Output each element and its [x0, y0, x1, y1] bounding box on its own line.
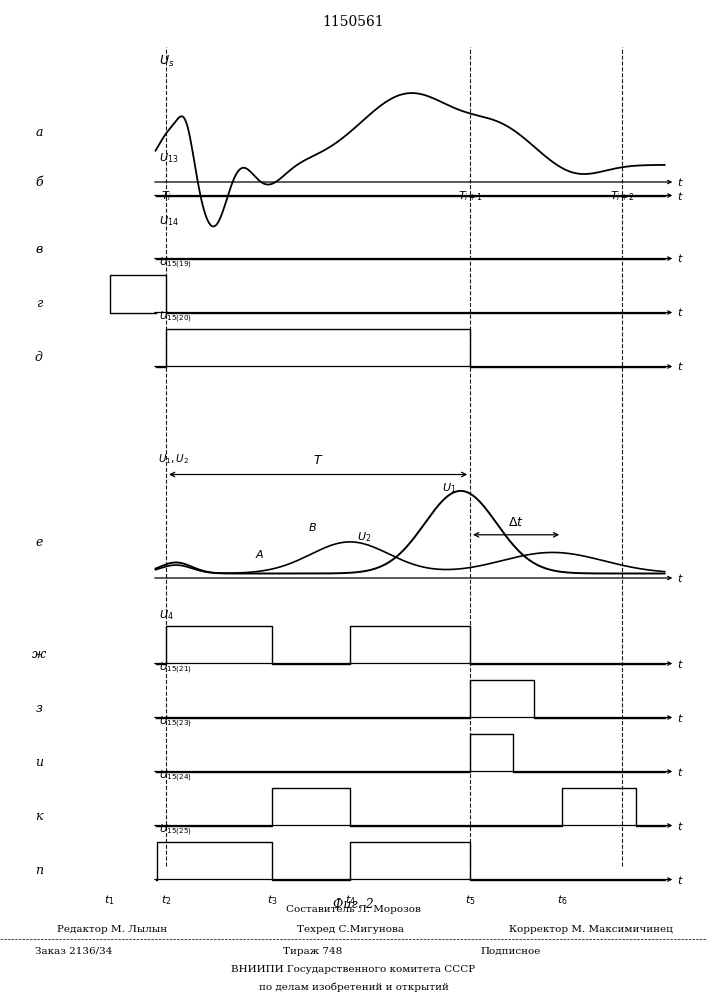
Text: $U_{15(23)}$: $U_{15(23)}$ — [159, 715, 192, 730]
Text: $U_4$: $U_4$ — [159, 608, 174, 622]
Text: $U_2$: $U_2$ — [357, 530, 371, 544]
Text: $U_{15(21)}$: $U_{15(21)}$ — [159, 661, 192, 676]
Text: $U_{15(19)}$: $U_{15(19)}$ — [159, 256, 192, 271]
Text: $U_{13}$: $U_{13}$ — [159, 151, 178, 165]
Text: $U_s$: $U_s$ — [159, 54, 175, 70]
Text: $U_1,U_2$: $U_1,U_2$ — [158, 452, 189, 466]
Text: $\Delta t$: $\Delta t$ — [508, 516, 524, 529]
Text: $U_{15(24)}$: $U_{15(24)}$ — [159, 769, 192, 784]
Text: $T_i$: $T_i$ — [160, 189, 172, 203]
Text: и: и — [35, 756, 43, 769]
Text: Заказ 2136/34: Заказ 2136/34 — [35, 947, 112, 956]
Text: $t_6$: $t_6$ — [556, 893, 568, 907]
Text: д: д — [35, 351, 43, 364]
Text: $t$: $t$ — [677, 658, 684, 670]
Text: $t$: $t$ — [677, 712, 684, 724]
Text: ж: ж — [32, 648, 46, 661]
Text: е: е — [35, 535, 42, 548]
Text: $A$: $A$ — [255, 548, 264, 560]
Text: 1150561: 1150561 — [322, 15, 385, 29]
Text: $t$: $t$ — [677, 572, 684, 584]
Text: $t_2$: $t_2$ — [161, 893, 171, 907]
Text: Фиг. 2: Фиг. 2 — [333, 898, 374, 911]
Text: а: а — [35, 126, 42, 139]
Text: $U_{15(20)}$: $U_{15(20)}$ — [159, 310, 192, 325]
Text: $t_4$: $t_4$ — [344, 893, 356, 907]
Text: $T$: $T$ — [313, 454, 323, 467]
Text: Тираж 748: Тираж 748 — [283, 947, 342, 956]
Text: $t_5$: $t_5$ — [464, 893, 476, 907]
Text: $U_1$: $U_1$ — [442, 482, 456, 495]
Text: з: з — [35, 702, 42, 715]
Text: $t$: $t$ — [677, 874, 684, 886]
Text: Техред С.Мигунова: Техред С.Мигунова — [297, 925, 404, 934]
Text: к: к — [35, 810, 42, 823]
Text: $t$: $t$ — [677, 820, 684, 832]
Text: $t$: $t$ — [677, 360, 684, 372]
Text: $t$: $t$ — [677, 252, 684, 264]
Text: $t$: $t$ — [677, 176, 684, 188]
Text: $U_{15(25)}$: $U_{15(25)}$ — [159, 823, 192, 838]
Text: $T_{i+1}$: $T_{i+1}$ — [457, 189, 483, 203]
Text: $B$: $B$ — [308, 521, 317, 533]
Text: Корректор М. Максимичинец: Корректор М. Максимичинец — [509, 925, 673, 934]
Text: $t$: $t$ — [677, 766, 684, 778]
Text: в: в — [35, 243, 42, 256]
Text: Подписное: Подписное — [481, 947, 541, 956]
Text: Составитель Л. Морозов: Составитель Л. Морозов — [286, 905, 421, 914]
Text: п: п — [35, 864, 43, 877]
Text: по делам изобретений и открытий: по делам изобретений и открытий — [259, 983, 448, 992]
Text: Редактор М. Лылын: Редактор М. Лылын — [57, 925, 167, 934]
Text: г: г — [35, 297, 42, 310]
Text: $t_3$: $t_3$ — [267, 893, 278, 907]
Text: $U_{14}$: $U_{14}$ — [159, 214, 179, 228]
Text: $t$: $t$ — [677, 190, 684, 202]
Text: б: б — [35, 176, 42, 188]
Text: $t_1$: $t_1$ — [105, 893, 115, 907]
Text: $t$: $t$ — [677, 306, 684, 318]
Text: $T_{i+2}$: $T_{i+2}$ — [610, 189, 634, 203]
Text: ВНИИПИ Государственного комитета СССР: ВНИИПИ Государственного комитета СССР — [231, 965, 476, 974]
